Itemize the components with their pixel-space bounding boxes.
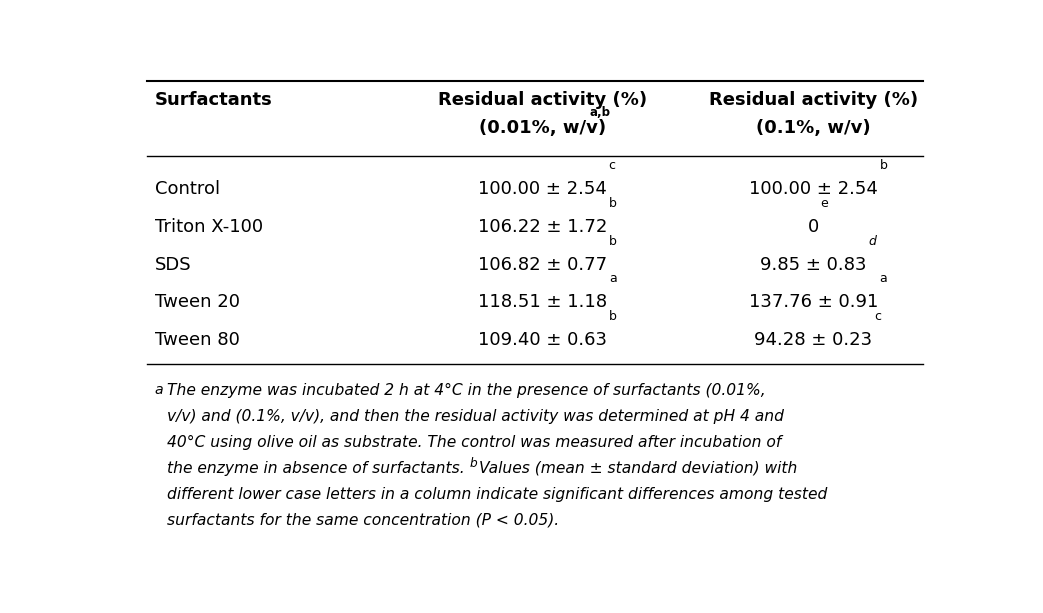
- Text: surfactants for the same concentration (P < 0.05).: surfactants for the same concentration (…: [167, 512, 559, 528]
- Text: Residual activity (%): Residual activity (%): [709, 91, 918, 109]
- Text: 118.51 ± 1.18: 118.51 ± 1.18: [478, 294, 607, 311]
- Text: 100.00 ± 2.54: 100.00 ± 2.54: [478, 180, 607, 198]
- Text: Values (mean ± standard deviation) with: Values (mean ± standard deviation) with: [479, 460, 797, 476]
- Text: c: c: [874, 310, 881, 323]
- Text: d: d: [868, 235, 876, 248]
- Text: Tween 80: Tween 80: [154, 331, 240, 349]
- Text: b: b: [879, 159, 888, 172]
- Text: a,b: a,b: [589, 106, 610, 120]
- Text: 100.00 ± 2.54: 100.00 ± 2.54: [749, 180, 878, 198]
- Text: b: b: [609, 310, 616, 323]
- Text: the enzyme in absence of surfactants.: the enzyme in absence of surfactants.: [167, 460, 469, 476]
- Text: b: b: [469, 457, 477, 470]
- Text: 94.28 ± 0.23: 94.28 ± 0.23: [754, 331, 873, 349]
- Text: a: a: [154, 383, 164, 397]
- Text: Triton X-100: Triton X-100: [154, 218, 263, 236]
- Text: e: e: [821, 197, 828, 210]
- Text: (0.01%, w/v): (0.01%, w/v): [479, 119, 606, 137]
- Text: Residual activity (%): Residual activity (%): [438, 91, 648, 109]
- Text: 0: 0: [807, 218, 819, 236]
- Text: The enzyme was incubated 2 h at 4°C in the presence of surfactants (0.01%,: The enzyme was incubated 2 h at 4°C in t…: [167, 383, 766, 398]
- Text: Tween 20: Tween 20: [154, 294, 240, 311]
- Text: Control: Control: [154, 180, 220, 198]
- Text: a: a: [879, 272, 888, 286]
- Text: a: a: [609, 272, 616, 286]
- Text: 137.76 ± 0.91: 137.76 ± 0.91: [749, 294, 878, 311]
- Text: b: b: [609, 197, 616, 210]
- Text: b: b: [609, 235, 616, 248]
- Text: SDS: SDS: [154, 256, 191, 274]
- Text: v/v) and (0.1%, v/v), and then the residual activity was determined at pH 4 and: v/v) and (0.1%, v/v), and then the resid…: [167, 409, 783, 424]
- Text: 9.85 ± 0.83: 9.85 ± 0.83: [760, 256, 867, 274]
- Text: 40°C using olive oil as substrate. The control was measured after incubation of: 40°C using olive oil as substrate. The c…: [167, 435, 781, 450]
- Text: (0.1%, w/v): (0.1%, w/v): [756, 119, 871, 137]
- Text: different lower case letters in a column indicate significant differences among : different lower case letters in a column…: [167, 487, 827, 501]
- Text: c: c: [609, 159, 615, 172]
- Text: 109.40 ± 0.63: 109.40 ± 0.63: [478, 331, 607, 349]
- Text: 106.82 ± 0.77: 106.82 ± 0.77: [478, 256, 607, 274]
- Text: Surfactants: Surfactants: [154, 91, 272, 109]
- Text: 106.22 ± 1.72: 106.22 ± 1.72: [478, 218, 607, 236]
